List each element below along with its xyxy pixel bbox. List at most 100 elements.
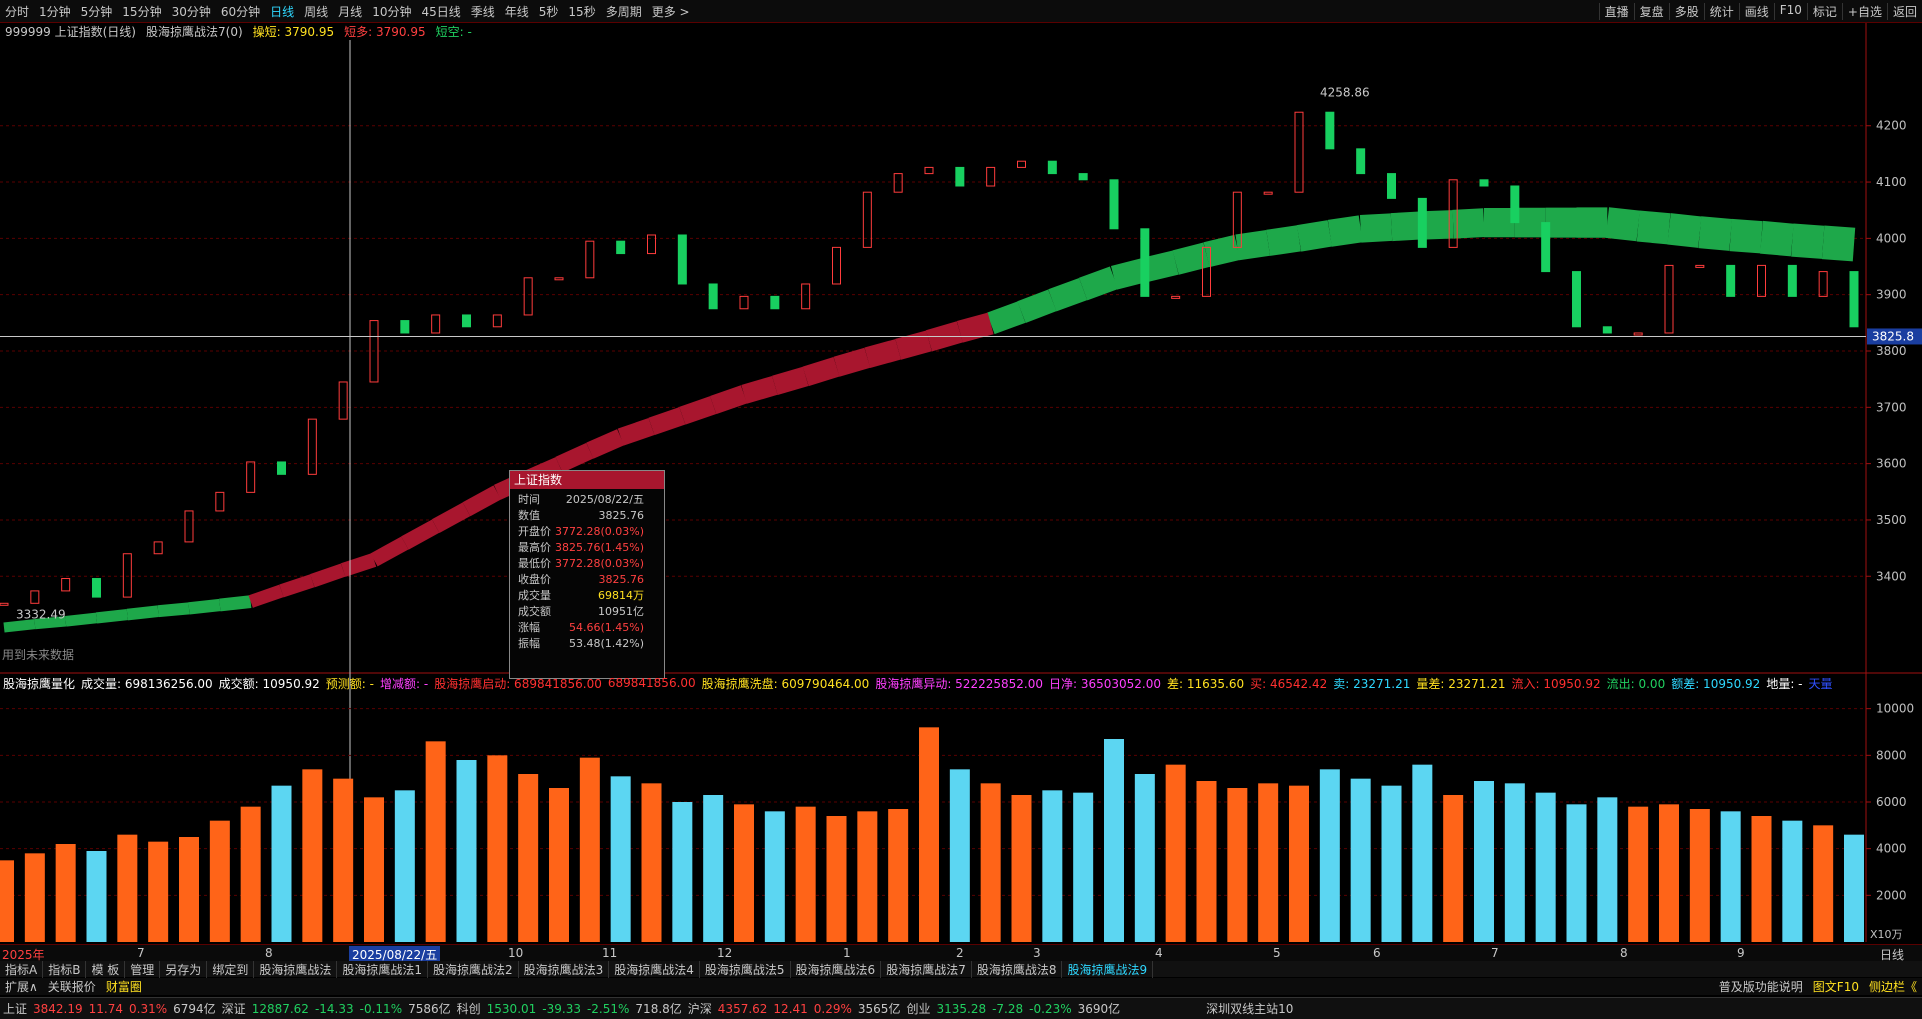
- indicator-tab[interactable]: 模 板: [86, 960, 126, 978]
- indicator-tab[interactable]: 另存为: [160, 960, 208, 978]
- period-tab[interactable]: 1分钟: [39, 4, 71, 19]
- ma-band: [3, 619, 36, 633]
- indicator-tab[interactable]: 管理: [125, 960, 161, 978]
- tooltip-label: 振幅: [518, 637, 540, 650]
- ma-band: [126, 605, 159, 621]
- period-tab[interactable]: 5分钟: [80, 4, 113, 19]
- status-item: 6794亿: [173, 1002, 216, 1016]
- tooltip-value: 2025/08/22/五: [565, 493, 645, 506]
- volume-bar: [1689, 809, 1710, 942]
- period-tab[interactable]: 年线: [504, 4, 529, 19]
- bar-button[interactable]: 财富圈: [105, 980, 142, 994]
- period-tab[interactable]: 多周期: [605, 4, 642, 19]
- indicator-item: 操短: 3790.95: [252, 24, 335, 39]
- period-tab[interactable]: 15秒: [568, 4, 596, 19]
- status-item: -7.28: [992, 1001, 1024, 1016]
- bar-button[interactable]: 扩展∧: [5, 980, 38, 994]
- ma-band: [1296, 220, 1333, 252]
- candle: [1572, 271, 1581, 328]
- period-tab[interactable]: 月线: [338, 4, 363, 19]
- indicator-tab[interactable]: 股海掠鹰战法8: [972, 960, 1063, 978]
- period-tab[interactable]: 5秒: [538, 4, 559, 19]
- indicator-tab[interactable]: 指标B: [43, 960, 87, 978]
- candle: [1757, 264, 1766, 297]
- candle: [30, 590, 40, 604]
- tool-button[interactable]: 返回: [1886, 2, 1922, 20]
- period-tab[interactable]: 60分钟: [220, 4, 261, 19]
- volume-bar: [1258, 783, 1279, 942]
- ma-band: [1203, 234, 1241, 268]
- indicator[interactable]: 股海掠鹰战法7(0): [146, 24, 243, 39]
- volume-bar: [1011, 795, 1032, 942]
- indicator-tab[interactable]: 股海掠鹰战法1: [337, 960, 428, 978]
- tooltip-value: 3825.76(1.45%): [555, 540, 645, 554]
- candle: [462, 314, 471, 328]
- volume-bar: [1443, 795, 1464, 942]
- candle: [1232, 191, 1242, 248]
- indicator-tab[interactable]: 股海掠鹰战法3: [519, 960, 610, 978]
- candle: [585, 240, 595, 279]
- ma-band: [772, 366, 809, 395]
- period-tab[interactable]: 日线: [270, 4, 295, 19]
- volume-bar: [1504, 783, 1525, 942]
- period-tab[interactable]: 45日线: [421, 4, 461, 19]
- low-label: 3332.49: [16, 607, 66, 621]
- volume-bar: [425, 741, 446, 942]
- tool-button[interactable]: 多股: [1668, 2, 1704, 20]
- candle: [1633, 332, 1643, 336]
- tool-button[interactable]: 复盘: [1633, 2, 1669, 20]
- tool-button[interactable]: 标记: [1806, 2, 1842, 20]
- bar-button[interactable]: 侧边栏《: [1868, 980, 1917, 994]
- candle: [1387, 173, 1396, 199]
- tool-button[interactable]: F10: [1773, 2, 1807, 20]
- tool-button[interactable]: 统计: [1703, 2, 1739, 20]
- volume-bar: [1289, 785, 1309, 942]
- candle: [924, 166, 934, 175]
- date-label: 4: [1155, 946, 1163, 960]
- candle: [986, 166, 996, 187]
- status-item: 3690亿: [1077, 1002, 1121, 1016]
- date-label: 7: [137, 946, 145, 960]
- tool-button[interactable]: 画线: [1738, 2, 1774, 20]
- indicator-tab[interactable]: 绑定到: [207, 960, 255, 978]
- candle: [1171, 295, 1181, 299]
- volume-bar: [1104, 739, 1124, 942]
- ma-band: [710, 385, 748, 415]
- period-tab[interactable]: 15分钟: [122, 4, 162, 19]
- tooltip-label: 时间: [518, 493, 540, 506]
- tool-button[interactable]: 直播: [1598, 2, 1634, 20]
- volume-bar: [949, 769, 970, 942]
- period-tab[interactable]: 更多 >: [651, 4, 690, 19]
- indicator-tab[interactable]: 股海掠鹰战法2: [428, 960, 519, 978]
- status-item: -2.51%: [586, 1001, 630, 1016]
- indicator-tab[interactable]: 股海掠鹰战法9: [1062, 960, 1154, 978]
- bar-button[interactable]: 普及版功能说明: [1718, 980, 1803, 994]
- indicator-tab[interactable]: 股海掠鹰战法4: [609, 960, 700, 978]
- volume-item: 地量: -: [1766, 676, 1803, 691]
- candle: [1078, 173, 1088, 181]
- y-tick-label: 3700: [1876, 400, 1907, 414]
- volume-item: 预测额: -: [325, 676, 374, 691]
- status-item: 沪深: [687, 1002, 712, 1016]
- ma-band: [1791, 223, 1825, 259]
- indicator-tab[interactable]: 股海掠鹰战法: [254, 960, 338, 978]
- period-tab[interactable]: 30分钟: [171, 4, 211, 19]
- period-tab[interactable]: 10分钟: [372, 4, 412, 19]
- period-tab[interactable]: 周线: [304, 4, 329, 19]
- candle: [554, 277, 564, 281]
- indicator-tab[interactable]: 股海掠鹰战法7: [881, 960, 972, 978]
- volume-bar: [487, 755, 508, 942]
- volume-bar: [1844, 834, 1864, 942]
- period-tab[interactable]: 分时: [5, 4, 30, 19]
- ma-band: [741, 375, 778, 404]
- candle: [1787, 264, 1797, 297]
- period-tab[interactable]: 季线: [470, 4, 495, 19]
- ma-band: [157, 602, 190, 618]
- volume-bar: [1381, 785, 1402, 942]
- indicator-tab[interactable]: 股海掠鹰战法5: [700, 960, 791, 978]
- indicator-tab[interactable]: 股海掠鹰战法6: [791, 960, 882, 978]
- tool-button[interactable]: +自选: [1841, 2, 1887, 20]
- bar-button[interactable]: 关联报价: [47, 980, 96, 994]
- indicator-tab[interactable]: 指标A: [0, 960, 44, 978]
- bar-button[interactable]: 图文F10: [1812, 980, 1859, 994]
